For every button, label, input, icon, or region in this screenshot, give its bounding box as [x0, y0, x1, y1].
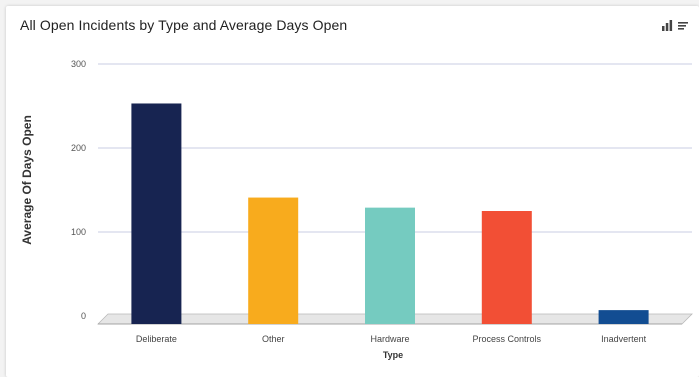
x-axis-categories: Deliberate Other Hardware Process Controls I… — [136, 334, 647, 344]
y-axis-label: Average Of Days Open — [20, 115, 34, 245]
menu-lines-icon[interactable] — [677, 18, 689, 30]
x-tick-label: Deliberate — [136, 334, 177, 344]
y-tick-label: 300 — [71, 59, 86, 69]
chart-title: All Open Incidents by Type and Average D… — [20, 17, 348, 33]
y-tick-label: 100 — [71, 227, 86, 237]
x-tick-label: Other — [262, 334, 285, 344]
bar-process-controls[interactable] — [481, 211, 532, 324]
y-tick-label: 200 — [71, 143, 86, 153]
x-tick-label: Process Controls — [473, 334, 542, 344]
bar-chart-icon[interactable] — [661, 18, 673, 31]
y-tick-label: 0 — [81, 311, 86, 321]
bar-deliberate[interactable] — [131, 103, 182, 324]
chart-toolbar — [661, 18, 689, 31]
bar-hardware[interactable] — [365, 207, 415, 324]
gridlines — [98, 63, 692, 233]
bar-inadvertent[interactable] — [598, 310, 649, 324]
x-axis-label: Type — [383, 350, 403, 360]
bar-other[interactable] — [248, 197, 299, 324]
y-axis-ticks: 0 100 200 300 — [71, 59, 86, 321]
x-tick-label: Inadvertent — [601, 334, 647, 344]
x-tick-label: Hardware — [370, 334, 409, 344]
bars — [131, 103, 649, 324]
